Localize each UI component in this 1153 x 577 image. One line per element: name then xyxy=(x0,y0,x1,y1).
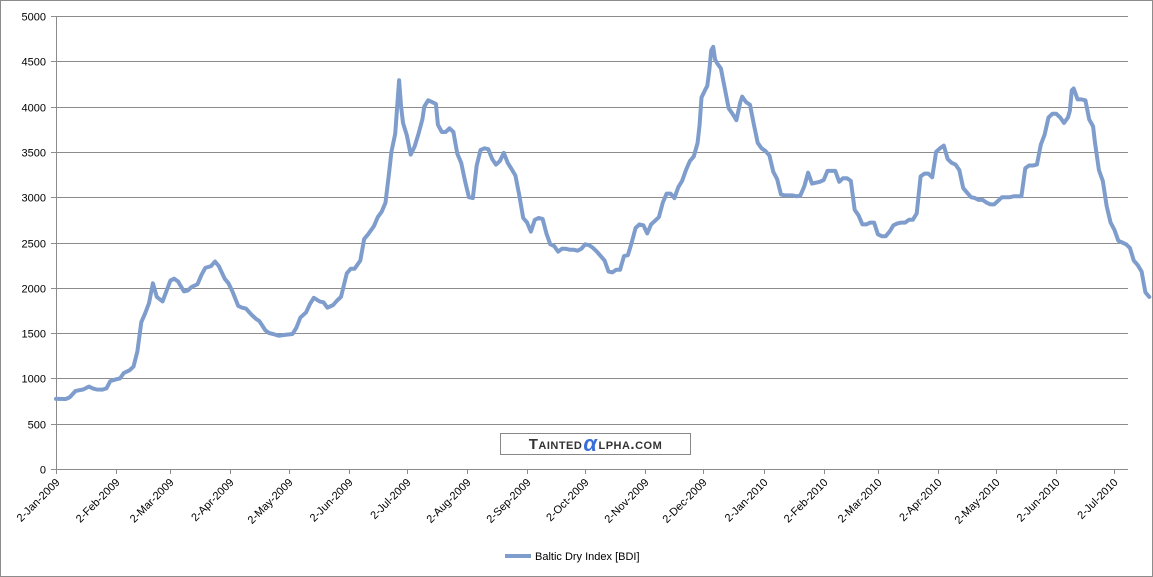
gridlines xyxy=(56,16,1128,425)
x-tick-label: 2-Sep-2009 xyxy=(484,477,533,526)
axes xyxy=(51,16,1128,474)
x-tick-label: 2-Feb-2009 xyxy=(74,477,123,526)
watermark-text-pre: Tainted xyxy=(528,435,583,453)
x-tick-label: 2-Feb-2010 xyxy=(782,477,831,526)
x-tick-label: 2-Jan-2009 xyxy=(15,477,63,525)
y-axis-tick-labels: 0 500 1000 1500 2000 2500 3000 3500 4000 4500 5000 xyxy=(22,12,46,477)
series-line-bdi xyxy=(54,44,1152,401)
x-tick-label: 2-Jul-2009 xyxy=(368,477,413,522)
x-tick-label: 2-Dec-2009 xyxy=(660,477,709,526)
y-tick-label: 1000 xyxy=(22,374,46,386)
legend: Baltic Dry Index [BDI] xyxy=(505,551,640,563)
y-tick-label: 500 xyxy=(28,420,46,432)
x-tick-label: 2-May-2010 xyxy=(953,477,1003,527)
y-tick-label: 4500 xyxy=(22,57,46,69)
y-tick-label: 2500 xyxy=(22,239,46,251)
legend-label: Baltic Dry Index [BDI] xyxy=(535,551,640,563)
x-tick-label: 2-Jan-2010 xyxy=(723,477,771,525)
x-tick-label: 2-Oct-2009 xyxy=(544,477,591,524)
x-tick-label: 2-Jul-2010 xyxy=(1075,477,1120,522)
x-tick-label: 2-Nov-2009 xyxy=(602,477,651,526)
x-tick-label: 2-Aug-2009 xyxy=(424,477,473,526)
y-tick-label: 3000 xyxy=(22,193,46,205)
x-tick-label: 2-Apr-2009 xyxy=(189,477,236,524)
y-tick-label: 4000 xyxy=(22,103,46,115)
x-tick-label: 2-Mar-2009 xyxy=(128,477,177,526)
x-axis-tick-labels: 2-Jan-2009 2-Feb-2009 2-Mar-2009 2-Apr-2009… xyxy=(15,477,1121,527)
y-tick-label: 1500 xyxy=(22,329,46,341)
x-tick-label: 2-Jun-2010 xyxy=(1015,477,1063,525)
x-tick-label: 2-Jun-2009 xyxy=(308,477,356,525)
series-layer xyxy=(54,44,1152,401)
y-tick-label: 2000 xyxy=(22,284,46,296)
x-tick-label: 2-Apr-2010 xyxy=(897,477,944,524)
y-tick-label: 5000 xyxy=(22,12,46,24)
x-tick-label: 2-May-2009 xyxy=(246,477,296,527)
watermark-text-post: lpha.com xyxy=(598,435,663,453)
y-tick-label: 3500 xyxy=(22,148,46,160)
watermark-alpha: α xyxy=(583,431,598,456)
y-tick-label: 0 xyxy=(40,465,46,477)
watermark-logo: Tainted α lpha.com xyxy=(500,433,691,455)
x-tick-label: 2-Mar-2010 xyxy=(836,477,885,526)
